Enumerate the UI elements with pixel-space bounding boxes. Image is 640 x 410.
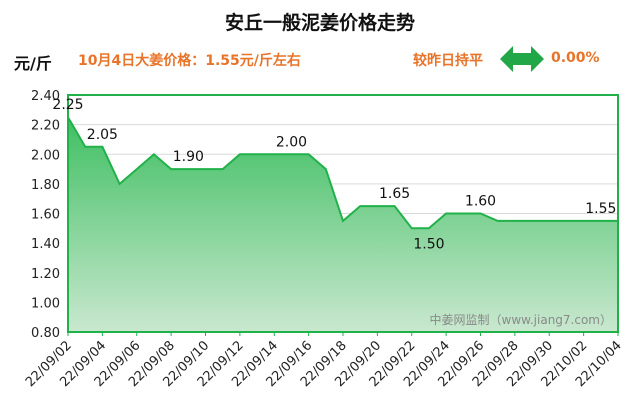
change-percent: 0.00% [551,50,600,66]
data-label: 1.60 [465,194,496,210]
data-label: 1.55 [585,201,616,217]
y-tick-label: 1.00 [31,296,60,311]
watermark: 中姜网监制（www.jiang7.com） [430,312,612,327]
y-tick-label: 2.00 [31,148,60,163]
data-label: 1.90 [173,149,204,165]
y-tick-label: 1.20 [31,267,60,282]
data-label: 2.05 [87,127,118,143]
y-tick-label: 2.20 [31,119,60,134]
chart-title: 安丘一般泥姜价格走势 [224,12,415,34]
data-label: 2.00 [276,134,307,150]
y-tick-label: 0.80 [31,326,60,341]
price-area [68,117,618,332]
data-label: 1.65 [379,186,410,202]
data-label: 1.50 [413,236,444,252]
price-line [67,116,618,230]
unit-label: 元/斤 [14,54,52,73]
double-arrow-icon [500,46,544,72]
price-text: 10月4日大姜价格：1.55元/斤左右 [78,53,301,69]
y-tick-label: 1.60 [31,208,60,223]
y-tick-label: 1.40 [31,237,60,252]
compare-text: 较昨日持平 [413,53,483,69]
data-label: 2.25 [52,97,83,113]
y-tick-label: 1.80 [31,178,60,193]
y-tick-label: 2.40 [31,89,60,104]
